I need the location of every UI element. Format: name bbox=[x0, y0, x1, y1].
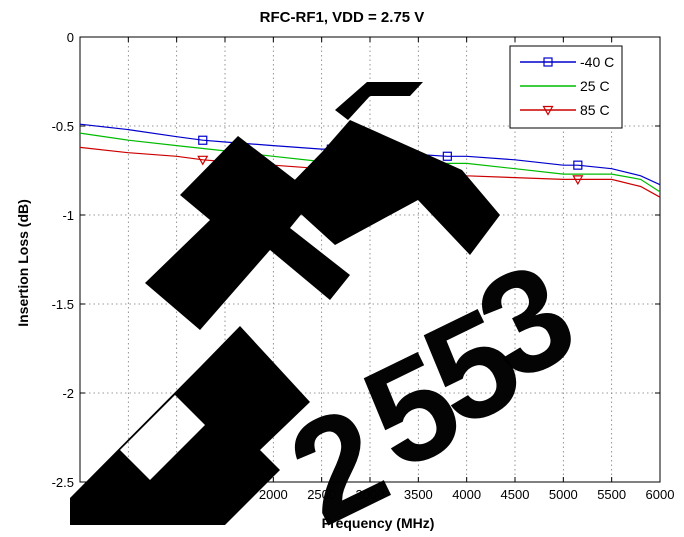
x-tick-label: 2500 bbox=[307, 487, 336, 502]
series-marker bbox=[197, 155, 209, 166]
y-axis-label: Insertion Loss (dB) bbox=[15, 199, 31, 327]
y-tick-label: -2 bbox=[62, 386, 74, 401]
series-marker bbox=[442, 151, 452, 161]
x-tick-label: 4000 bbox=[452, 487, 481, 502]
x-tick-label: 3000 bbox=[356, 487, 385, 502]
x-axis-label: Frequency (MHz) bbox=[322, 515, 435, 531]
x-tick-label: 5500 bbox=[597, 487, 626, 502]
legend-entry-0: -40 C bbox=[520, 54, 614, 70]
legend-label: 25 C bbox=[580, 78, 610, 94]
series-marker bbox=[573, 160, 583, 170]
watermark-shape bbox=[70, 326, 310, 525]
x-tick-label: 4500 bbox=[501, 487, 530, 502]
watermark-shape bbox=[280, 82, 500, 255]
legend-swatch-marker bbox=[542, 105, 554, 116]
series-marker bbox=[572, 175, 584, 186]
y-tick-label: -2.5 bbox=[52, 475, 74, 490]
legend-box bbox=[509, 45, 623, 129]
legend-swatch-marker bbox=[543, 57, 553, 67]
series-marker bbox=[198, 135, 208, 145]
y-tick-label: -0.5 bbox=[52, 119, 74, 134]
x-tick-label: 3500 bbox=[404, 487, 433, 502]
y-tick-label: -1 bbox=[62, 208, 74, 223]
watermark-glyph-E bbox=[280, 82, 500, 255]
legend-label: 85 C bbox=[580, 102, 610, 118]
y-tick-label: 0 bbox=[67, 30, 74, 45]
x-tick-label: 2000 bbox=[259, 487, 288, 502]
watermark-glyph-E bbox=[70, 326, 310, 525]
y-tick-label: -1.5 bbox=[52, 297, 74, 312]
legend-label: -40 C bbox=[580, 54, 614, 70]
legend: -40 C 25 C 85 C bbox=[509, 45, 623, 129]
chart-title: RFC-RF1, VDD = 2.75 V bbox=[260, 9, 425, 26]
x-tick-label: 6000 bbox=[646, 487, 675, 502]
legend-entry-1: 25 C bbox=[520, 78, 610, 94]
legend-entry-2: 85 C bbox=[520, 102, 610, 118]
x-tick-label: 5000 bbox=[549, 487, 578, 502]
